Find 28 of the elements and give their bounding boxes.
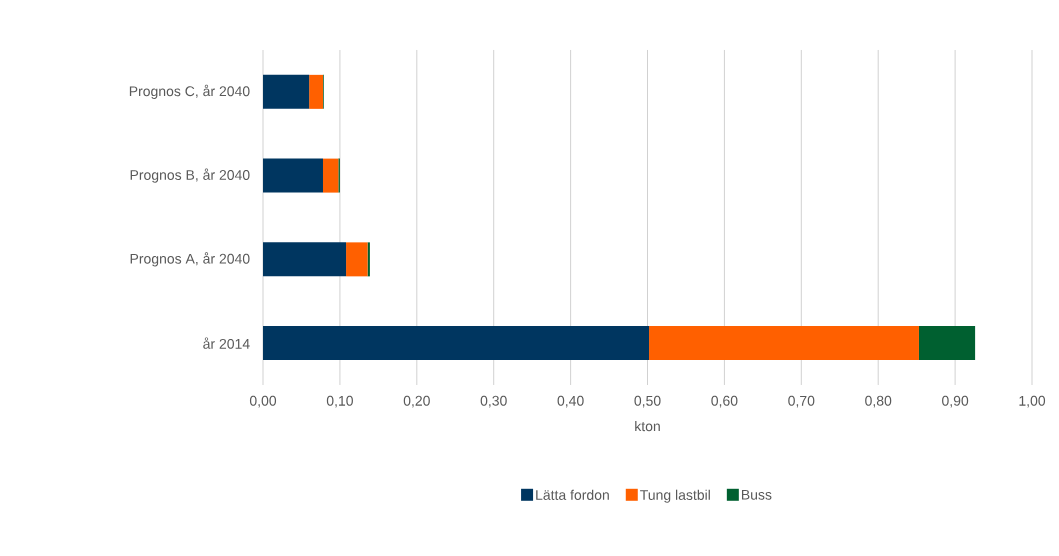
bar bbox=[918, 326, 976, 361]
x-tick-label: 0,20 bbox=[403, 395, 430, 408]
bar bbox=[263, 326, 650, 361]
legend-label: Buss bbox=[741, 489, 772, 500]
y-tick-label: Prognos A, år 2040 bbox=[130, 252, 250, 267]
x-tick-label: 0,50 bbox=[634, 395, 661, 408]
legend-label: Tung lastbil bbox=[640, 489, 710, 503]
bar bbox=[322, 158, 339, 193]
bar bbox=[649, 326, 919, 361]
x-tick-label: 0,70 bbox=[788, 395, 815, 408]
bar bbox=[263, 74, 310, 109]
y-tick-label: Prognos B, år 2040 bbox=[130, 168, 250, 183]
bar bbox=[263, 242, 347, 277]
x-tick-label: 0,00 bbox=[249, 395, 277, 408]
legend-label: Lätta fordon bbox=[536, 489, 609, 500]
bar bbox=[346, 242, 368, 277]
x-tick-label: 0,10 bbox=[326, 395, 353, 408]
bar bbox=[263, 158, 323, 193]
y-tick-label: Prognos C, år 2040 bbox=[129, 84, 250, 99]
x-axis-title: kton bbox=[635, 420, 660, 432]
x-tick-label: 1,00 bbox=[1019, 395, 1046, 408]
y-tick-label: år 2014 bbox=[203, 337, 250, 349]
x-tick-label: 0,90 bbox=[942, 395, 969, 408]
bar bbox=[309, 74, 323, 109]
x-tick-label: 0,80 bbox=[865, 395, 892, 408]
x-tick-label: 0,30 bbox=[480, 395, 507, 408]
x-tick-label: 0,60 bbox=[711, 395, 738, 408]
x-tick-label: 0,40 bbox=[557, 395, 584, 408]
